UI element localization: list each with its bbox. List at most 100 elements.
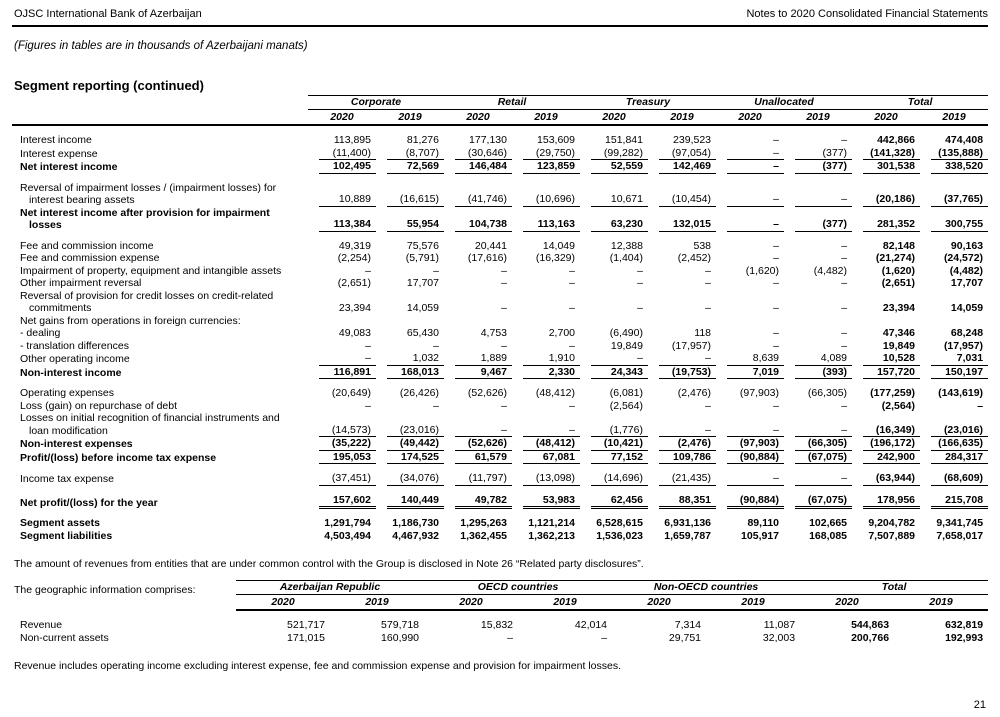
value-text: 242,900	[863, 451, 921, 464]
value-text: –	[569, 277, 575, 289]
value-cell: 14,059	[920, 290, 988, 315]
value-text: 2,330	[523, 366, 580, 379]
value-cell: –	[444, 400, 512, 413]
value-text: 113,163	[523, 218, 580, 232]
value-cell: (1,620)	[716, 265, 784, 278]
row-label-text: Net gains from operations in foreign cur…	[20, 314, 241, 327]
value-cell: (8,707)	[376, 147, 444, 160]
value-text: (2,476)	[677, 387, 712, 399]
table-row: Income tax expense (37,451) (34,076) (11,79…	[12, 472, 989, 486]
value-cell: (377)	[784, 147, 853, 160]
value-cell: 239,523	[648, 134, 716, 147]
value-cell: –	[784, 472, 853, 486]
value-cell: 168,085	[784, 530, 852, 543]
value-text: 113,384	[319, 218, 376, 232]
value-text: 116,891	[319, 366, 376, 379]
value-cell	[512, 315, 580, 328]
value-cell: 109,786	[648, 451, 717, 464]
value-cell: –	[308, 265, 376, 278]
row-label-text: Other operating income	[20, 353, 130, 365]
row-label: Revenue	[12, 619, 236, 632]
value-cell: –	[716, 340, 784, 353]
value-cell: –	[716, 134, 784, 147]
value-text: –	[727, 160, 785, 174]
spacer-row	[12, 174, 988, 182]
row-label: Segment assets	[12, 517, 308, 530]
value-cell: –	[308, 352, 376, 366]
value-text: (1,404)	[609, 252, 643, 264]
value-cell: (17,616)	[444, 252, 512, 265]
value-text: –	[773, 399, 780, 412]
value-text: 53,983	[523, 494, 580, 509]
value-text: –	[727, 193, 785, 207]
value-text: –	[365, 264, 371, 277]
value-text: –	[659, 352, 717, 366]
value-text: (2,452)	[677, 252, 712, 264]
row-label: Segment liabilities	[12, 530, 308, 543]
value-cell: –	[444, 340, 512, 353]
row-label: Non-interest expenses	[12, 437, 308, 451]
year-header-cell: 2020	[424, 594, 519, 611]
value-cell: –	[716, 160, 785, 174]
value-text: 538	[693, 239, 712, 252]
value-text: 14,049	[542, 239, 575, 252]
value-cell: (17,957)	[920, 340, 988, 353]
segment-table: Corporate Retail Treasury Unallocated Total 2…	[12, 95, 989, 543]
spacer-cell	[12, 174, 988, 182]
value-cell: –	[512, 277, 580, 290]
value-text: 7,507,889	[868, 529, 916, 542]
value-cell: (97,903)	[716, 387, 784, 400]
value-text: –	[773, 252, 780, 264]
value-cell: (5,791)	[376, 252, 444, 265]
value-text: 2,700	[548, 327, 575, 339]
value-text: –	[727, 218, 785, 232]
year-header-cell: 2020	[800, 594, 895, 611]
value-cell: (13,098)	[512, 472, 580, 486]
value-cell: (29,750)	[512, 147, 580, 160]
value-text: (37,451)	[319, 472, 376, 486]
value-cell: 4,753	[444, 327, 512, 340]
value-cell: (16,329)	[512, 252, 580, 265]
value-text: 1,536,023	[596, 529, 643, 542]
table-row: Reversal of impairment losses / (impairm…	[12, 182, 989, 207]
value-text: –	[569, 302, 575, 314]
value-cell: –	[308, 340, 376, 353]
value-cell: 11,087	[706, 619, 800, 632]
value-cell: (11,400)	[308, 147, 376, 160]
value-text: 49,782	[455, 494, 512, 509]
value-cell: 150,197	[920, 366, 989, 379]
value-cell: 521,717	[236, 619, 330, 632]
value-cell: (4,482)	[784, 265, 852, 278]
value-cell: 113,163	[512, 207, 580, 232]
value-text: –	[637, 277, 643, 289]
value-cell: 14,049	[512, 240, 580, 253]
value-cell	[852, 315, 920, 328]
value-text: (2,254)	[337, 252, 371, 264]
value-text: 65,430	[406, 327, 439, 339]
value-text: (10,421)	[591, 437, 648, 451]
value-cell: 300,755	[920, 207, 989, 232]
value-cell: –	[716, 207, 785, 232]
value-cell: (6,081)	[580, 387, 648, 400]
value-cell: 7,031	[920, 352, 989, 366]
value-text: –	[455, 424, 512, 437]
value-cell: –	[784, 327, 852, 340]
value-cell: (48,412)	[512, 387, 580, 400]
value-text: (97,903)	[727, 437, 785, 451]
value-cell: 174,525	[376, 451, 444, 464]
value-cell: –	[784, 277, 852, 290]
value-cell	[920, 315, 988, 328]
value-cell: 75,576	[376, 240, 444, 253]
value-text: 132,015	[659, 218, 717, 232]
value-cell: 160,990	[330, 632, 424, 645]
year-header-cell: 2019	[330, 594, 425, 611]
value-cell: (20,649)	[308, 387, 376, 400]
value-text: –	[841, 252, 848, 264]
value-cell: 7,507,889	[852, 530, 920, 543]
value-cell: –	[376, 265, 444, 278]
value-cell: –	[716, 147, 785, 160]
value-text: 150,197	[931, 366, 989, 379]
value-cell: 68,248	[920, 327, 988, 340]
row-label: Fee and commission income	[12, 240, 308, 253]
group-header-row: Corporate Retail Treasury Unallocated Total	[12, 95, 989, 110]
